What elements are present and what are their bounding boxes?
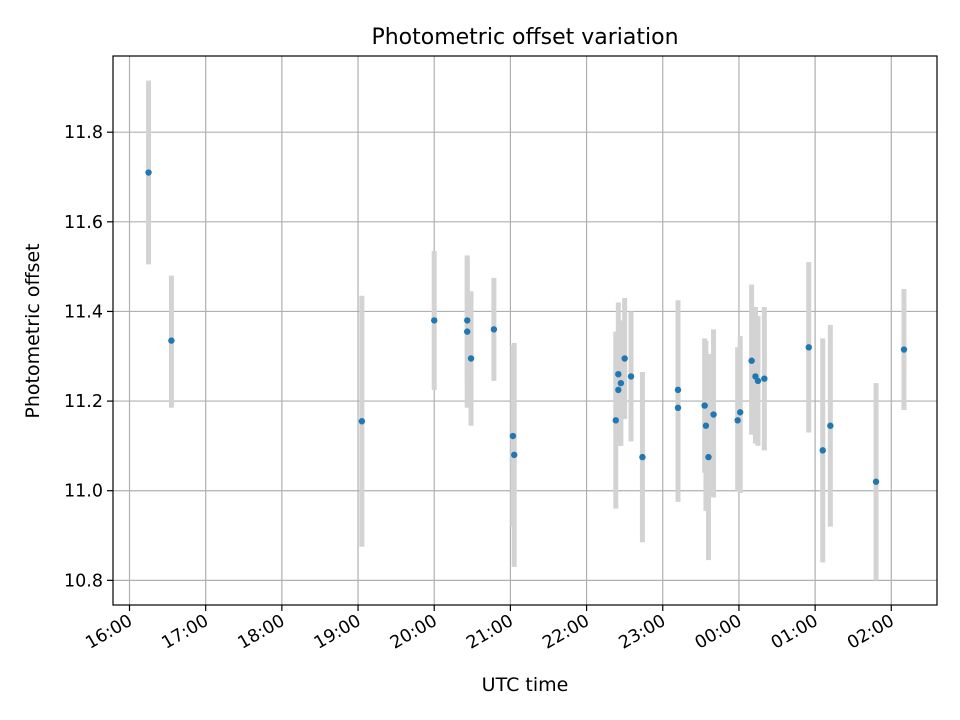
data-point	[805, 344, 812, 351]
x-tick-label: 02:00	[844, 611, 898, 654]
data-point	[701, 402, 708, 409]
data-point	[168, 337, 175, 344]
data-point	[464, 328, 471, 335]
y-axis-ticks: 10.8 11.0 11.2 11.4 11.6 11.8	[64, 123, 113, 591]
data-point	[617, 379, 625, 387]
y-tick-label: 11.6	[64, 213, 103, 233]
data-point	[734, 417, 741, 424]
data-points	[145, 169, 908, 485]
data-point	[674, 386, 682, 394]
y-tick-label: 11.8	[64, 123, 103, 143]
data-point	[710, 411, 717, 418]
error-bars	[146, 80, 907, 581]
data-point	[827, 422, 834, 429]
y-tick-label: 11.2	[64, 392, 103, 412]
x-tick-label: 16:00	[82, 611, 136, 654]
data-point	[754, 377, 762, 385]
data-point	[627, 373, 635, 380]
data-point	[639, 453, 646, 461]
x-axis-label: UTC time	[482, 674, 569, 696]
data-point	[819, 447, 826, 454]
data-point	[464, 317, 471, 324]
x-tick-label: 20:00	[387, 611, 441, 654]
data-point	[358, 418, 366, 425]
x-tick-label: 00:00	[692, 611, 746, 654]
x-tick-label: 17:00	[159, 611, 213, 654]
x-tick-label: 23:00	[616, 611, 670, 654]
data-point	[511, 451, 518, 459]
grid	[113, 56, 937, 605]
data-point	[872, 478, 880, 485]
data-point	[674, 404, 682, 412]
data-point	[615, 386, 622, 394]
x-tick-label: 22:00	[539, 611, 593, 654]
chart-title: Photometric offset variation	[371, 25, 678, 50]
y-axis-label: Photometric offset	[22, 243, 44, 418]
x-tick-label: 01:00	[768, 611, 822, 654]
plot-frame	[112, 55, 938, 606]
data-point	[431, 317, 438, 324]
data-point	[621, 355, 628, 362]
y-tick-label: 10.8	[64, 571, 103, 591]
data-point	[509, 432, 517, 440]
data-point	[737, 409, 744, 416]
data-point	[761, 375, 768, 382]
data-point	[705, 453, 712, 461]
x-tick-label: 19:00	[311, 611, 365, 654]
data-point	[748, 357, 755, 364]
x-tick-label: 21:00	[463, 611, 517, 654]
data-point	[145, 169, 152, 176]
data-point	[702, 422, 710, 429]
data-point	[615, 370, 622, 378]
data-point	[490, 326, 498, 333]
x-axis-ticks: 16:00 17:00 18:00 19:00 20:00 21:00 22:00 23:00…	[82, 605, 898, 654]
data-point	[612, 417, 619, 424]
x-tick-label: 18:00	[235, 611, 289, 654]
y-tick-label: 11.4	[64, 302, 103, 322]
y-tick-label: 11.0	[64, 482, 103, 502]
data-point	[900, 346, 908, 353]
data-point	[467, 355, 475, 362]
